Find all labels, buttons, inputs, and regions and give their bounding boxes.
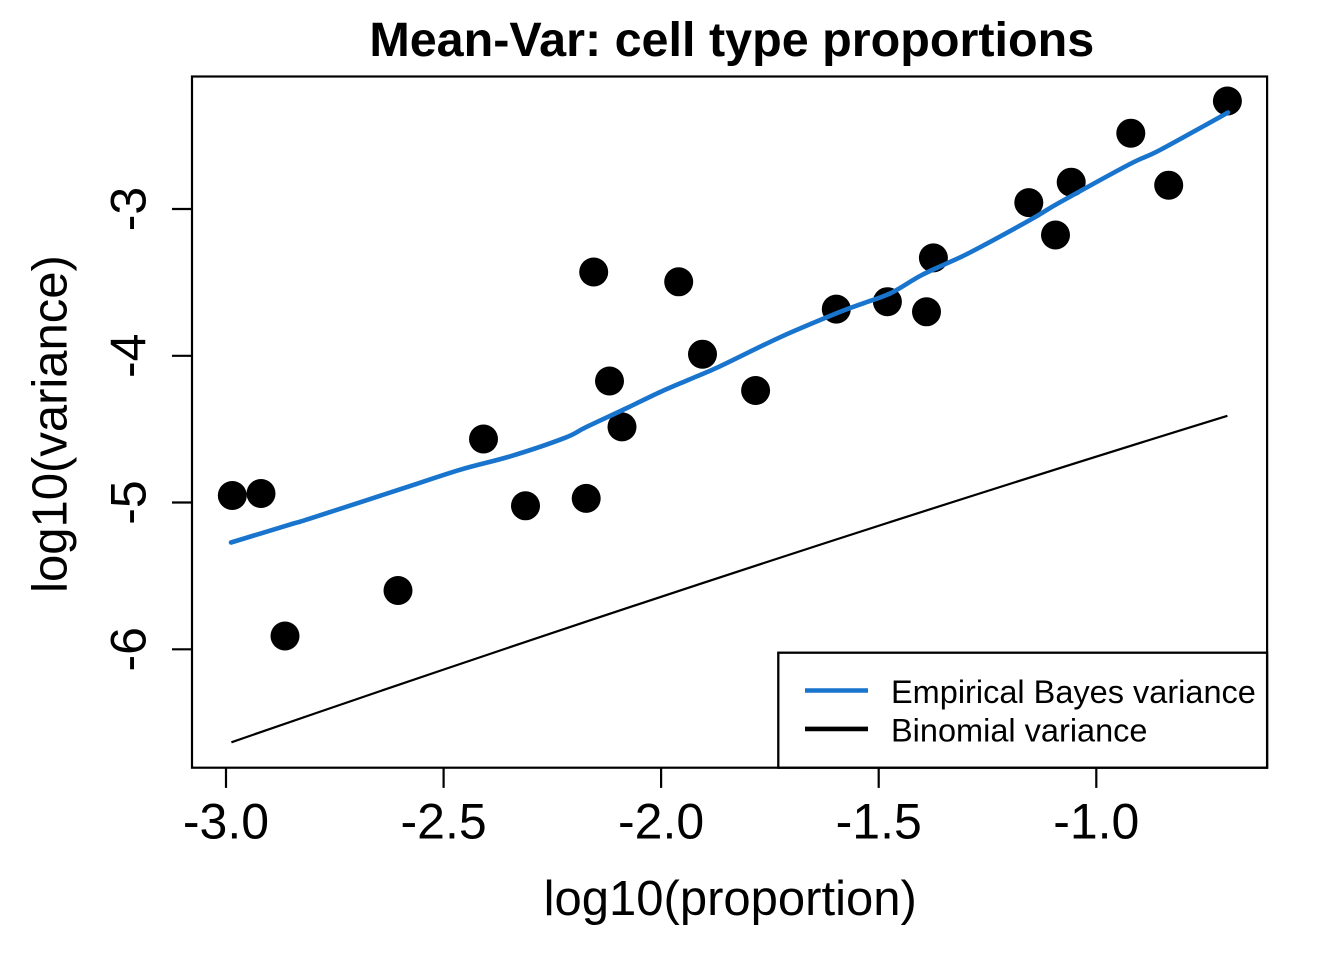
svg-text:-5: -5: [100, 480, 156, 524]
svg-text:-2.0: -2.0: [618, 794, 704, 850]
svg-text:Binomial variance: Binomial variance: [891, 713, 1148, 749]
svg-text:-4: -4: [100, 334, 156, 378]
svg-text:-6: -6: [100, 627, 156, 671]
svg-text:-1.5: -1.5: [836, 794, 922, 850]
svg-text:log10(variance): log10(variance): [24, 255, 78, 593]
svg-text:-2.5: -2.5: [401, 794, 487, 850]
svg-text:-1.0: -1.0: [1053, 794, 1139, 850]
svg-text:Mean-Var: cell type proportion: Mean-Var: cell type proportions: [369, 13, 1094, 67]
svg-text:Empirical Bayes variance: Empirical Bayes variance: [891, 674, 1256, 710]
svg-text:-3: -3: [100, 187, 156, 231]
svg-text:log10(proportion): log10(proportion): [544, 872, 917, 926]
svg-text:-3.0: -3.0: [183, 794, 269, 850]
